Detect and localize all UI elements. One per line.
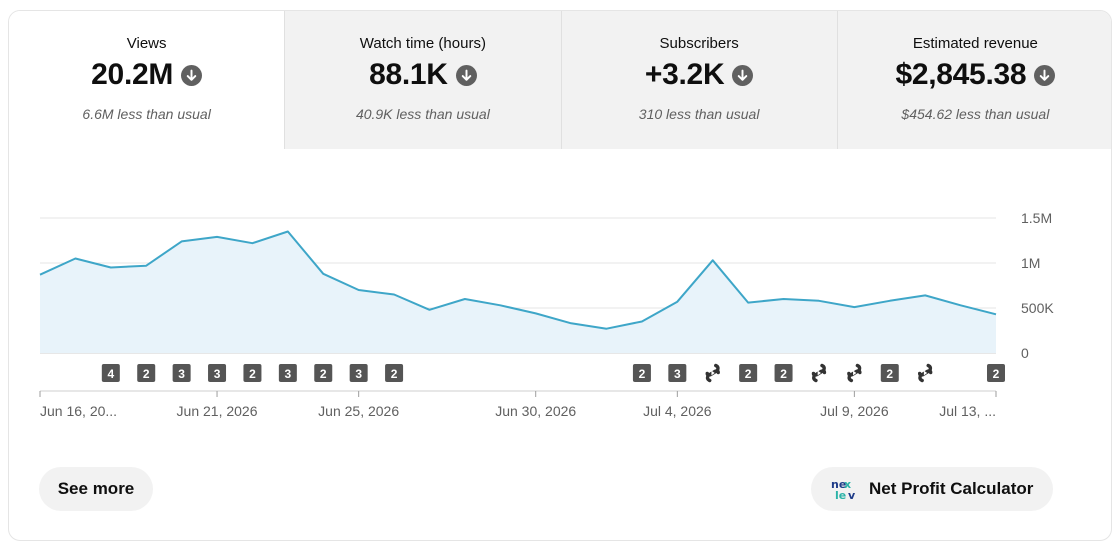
svg-text:v: v (848, 489, 856, 501)
tab-views[interactable]: Views 20.2M 6.6M less than usual (9, 11, 285, 149)
upload-count-badge[interactable]: 2 (243, 364, 262, 382)
shorts-icon[interactable] (847, 363, 862, 383)
x-tick-label: Jun 16, 20... (40, 403, 117, 419)
series-area (40, 231, 996, 353)
views-chart: 1.5M 1M 500K 0 4 2 3 3 2 3 2 3 2 2 3 2 2 2 2 Jun 16, 20... J… (39, 210, 1054, 419)
x-tick-label: Jun 30, 2026 (495, 403, 576, 419)
tab-title: Estimated revenue (912, 35, 1038, 52)
badge-count: 3 (674, 367, 681, 381)
upload-count-badge[interactable]: 2 (987, 364, 1005, 382)
tab-estimated-revenue[interactable]: Estimated revenue $2,845.38 $454.62 less… (836, 11, 1111, 149)
arrow-down-icon (1034, 64, 1056, 86)
metric-tabs: Views 20.2M 6.6M less than usual Watch t… (9, 11, 1111, 149)
x-tick-label: Jun 21, 2026 (177, 403, 258, 419)
tab-value: +3.2K (644, 58, 725, 91)
upload-count-badge[interactable]: 2 (739, 364, 758, 382)
tab-title: Watch time (hours) (359, 35, 486, 52)
svg-text:x: x (844, 478, 851, 491)
shorts-icon[interactable] (705, 363, 720, 383)
svg-text:ne: ne (831, 478, 846, 491)
upload-count-badge[interactable]: 2 (632, 364, 651, 382)
arrow-down-icon (181, 64, 203, 86)
tab-title: Views (126, 35, 167, 52)
x-tick-label: Jul 13, ... (939, 403, 996, 419)
upload-count-badge[interactable]: 2 (314, 364, 333, 382)
badge-count: 2 (780, 367, 787, 381)
tab-comparison: 40.9K less than usual (355, 106, 490, 122)
upload-count-badge[interactable]: 2 (880, 364, 899, 382)
badge-count: 2 (886, 367, 893, 381)
upload-count-badge[interactable]: 2 (774, 364, 793, 382)
tab-value: $2,845.38 (895, 58, 1027, 91)
upload-count-badge[interactable]: 3 (172, 364, 191, 382)
svg-text:le: le (835, 489, 846, 501)
tab-comparison: $454.62 less than usual (901, 106, 1050, 122)
net-profit-calculator-button[interactable]: ne x le v Net Profit Calculator (811, 467, 1053, 511)
upload-count-badge[interactable]: 3 (668, 364, 687, 382)
upload-count-badge[interactable]: 4 (101, 364, 120, 382)
badge-count: 3 (214, 367, 221, 381)
y-tick-label: 1M (1021, 255, 1040, 271)
y-tick-label: 1.5M (1021, 210, 1052, 226)
see-more-button[interactable]: See more (39, 467, 153, 511)
badge-count: 2 (745, 367, 752, 381)
shorts-icon[interactable] (917, 363, 933, 383)
x-tick-label: Jul 4, 2026 (643, 403, 712, 419)
series-line (39, 230, 997, 330)
arrow-down-icon (455, 64, 477, 86)
badge-count: 2 (249, 367, 256, 381)
y-tick-label: 500K (1021, 300, 1054, 316)
upload-count-badge[interactable]: 3 (278, 364, 297, 382)
badge-count: 2 (639, 367, 646, 381)
nexlev-logo-icon: ne x le v (831, 477, 859, 502)
x-tick-label: Jun 25, 2026 (318, 403, 399, 419)
tab-title: Subscribers (659, 35, 739, 52)
upload-count-badge[interactable]: 2 (137, 364, 156, 382)
tab-value: 88.1K (369, 58, 448, 91)
upload-count-badge[interactable]: 3 (349, 364, 368, 382)
net-profit-calculator-label: Net Profit Calculator (869, 479, 1034, 498)
upload-count-badge[interactable]: 3 (208, 364, 227, 382)
badge-count: 3 (178, 367, 185, 381)
badge-count: 2 (993, 367, 1000, 381)
analytics-card: Views 20.2M 6.6M less than usual Watch t… (8, 10, 1112, 541)
tab-subscribers[interactable]: Subscribers +3.2K 310 less than usual (560, 11, 837, 149)
arrow-down-icon (732, 64, 754, 86)
y-tick-label: 0 (1021, 345, 1029, 361)
badge-count: 2 (320, 367, 327, 381)
badge-count: 3 (285, 367, 292, 381)
x-tick-label: Jul 9, 2026 (820, 403, 889, 419)
tab-value: 20.2M (91, 58, 174, 91)
tab-comparison: 310 less than usual (638, 106, 760, 122)
tab-watch-time[interactable]: Watch time (hours) 88.1K 40.9K less than… (284, 11, 561, 149)
badge-count: 2 (143, 367, 150, 381)
shorts-icon[interactable] (811, 363, 827, 383)
badge-count: 3 (355, 367, 362, 381)
badge-count: 4 (107, 367, 114, 381)
badge-count: 2 (391, 367, 398, 381)
tab-comparison: 6.6M less than usual (82, 106, 211, 122)
upload-count-badge[interactable]: 2 (385, 364, 404, 382)
